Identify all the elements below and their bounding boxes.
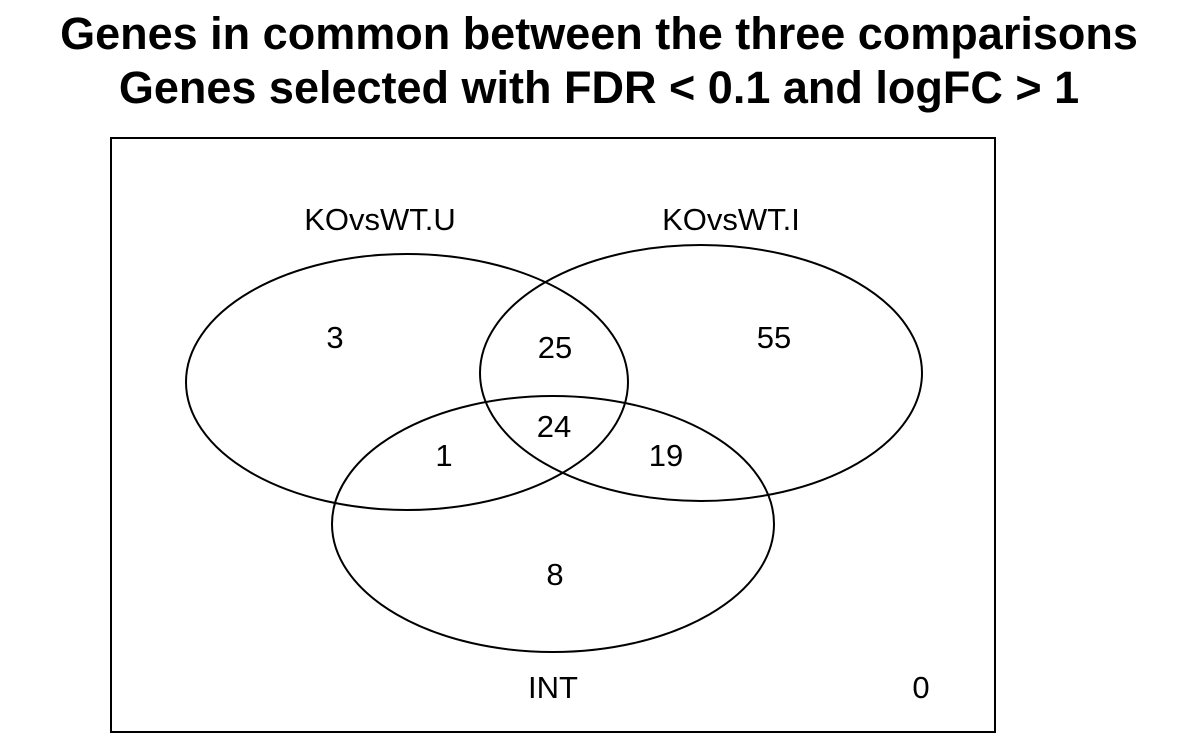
set-ellipse-int — [331, 395, 775, 653]
region-count-only-int: 8 — [546, 557, 563, 592]
set-ellipse-kovswt-i — [479, 244, 923, 502]
region-count-i-and-int: 19 — [649, 438, 683, 473]
set-label-int: INT — [528, 670, 578, 705]
diagram-subtitle: Genes selected with FDR < 0.1 and logFC … — [118, 62, 1080, 113]
region-count-u-and-int: 1 — [435, 438, 452, 473]
region-count-u-and-i: 25 — [538, 330, 572, 365]
set-ellipse-kovswt-u — [185, 253, 629, 511]
set-label-kovswt-u: KOvsWT.U — [304, 202, 456, 237]
universe-frame — [110, 137, 996, 733]
diagram-title: Genes in common between the three compar… — [60, 8, 1138, 59]
region-count-only-i: 55 — [757, 320, 791, 355]
region-count-none: 0 — [912, 670, 929, 705]
set-label-kovswt-i: KOvsWT.I — [662, 202, 800, 237]
region-count-only-u: 3 — [326, 320, 343, 355]
region-count-all-three: 24 — [537, 409, 571, 444]
